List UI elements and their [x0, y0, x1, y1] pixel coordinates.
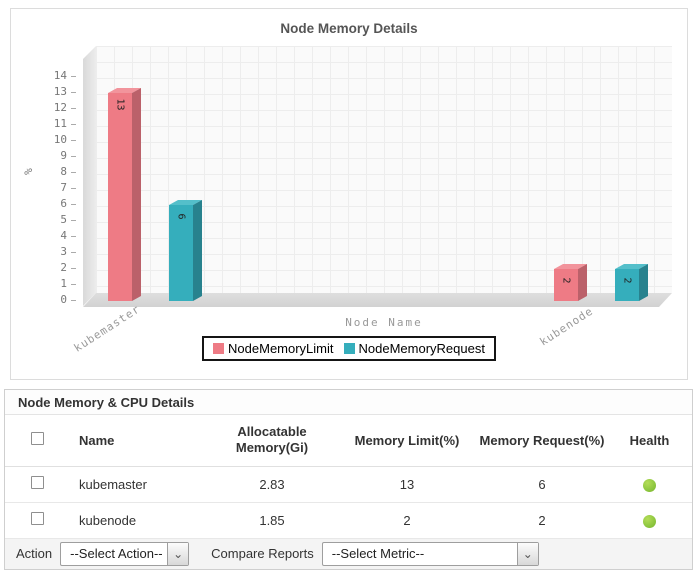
y-axis-label: %: [21, 168, 35, 175]
table-row-kubenode: kubenode 1.85 2 2: [5, 502, 692, 539]
row-checkbox[interactable]: [30, 476, 44, 489]
health-status-dot: [643, 514, 656, 528]
chart-3d-left-wall: [83, 46, 96, 306]
cell-memory-limit: 13: [337, 466, 477, 503]
table-footer-toolbar: Action --Select Action-- ⌄ Compare Repor…: [5, 538, 692, 569]
chart-3d-floor: [83, 293, 672, 307]
y-tick: 8: [39, 165, 76, 179]
chart-legend: NodeMemoryLimit NodeMemoryRequest: [202, 336, 496, 361]
bar-kubenode-memory-request[interactable]: 2: [615, 269, 639, 301]
bar-value-label: 2: [621, 277, 633, 284]
bar-kubenode-memory-limit[interactable]: 2: [554, 269, 578, 301]
y-tick: 5: [39, 213, 76, 227]
compare-metric-select[interactable]: --Select Metric-- ⌄: [321, 541, 539, 566]
bar-value-label: 6: [175, 213, 187, 220]
column-header-memory-limit: Memory Limit(%): [337, 415, 477, 467]
y-tick: 9: [39, 149, 76, 163]
cell-name: kubenode: [57, 502, 207, 539]
compare-metric-select-value: --Select Metric--: [331, 546, 425, 561]
table-row-kubemaster: kubemaster 2.83 13 6: [5, 466, 692, 503]
action-select-value: --Select Action--: [70, 546, 163, 561]
column-header-health: Health: [607, 415, 692, 467]
column-header-name: Name: [57, 415, 207, 467]
health-status-dot: [643, 478, 656, 492]
column-header-memory-request: Memory Request(%): [477, 415, 607, 467]
y-tick: 4: [39, 229, 76, 243]
y-tick: 1: [39, 277, 76, 291]
legend-swatch-red: [213, 343, 225, 354]
table-panel-title: Node Memory & CPU Details: [5, 390, 692, 415]
chevron-down-icon[interactable]: ⌄: [167, 542, 189, 565]
y-tick: 13: [39, 85, 76, 99]
cell-memory-request: 2: [477, 502, 607, 539]
chevron-down-icon[interactable]: ⌄: [516, 542, 538, 565]
select-all-checkbox[interactable]: [30, 432, 44, 446]
compare-reports-label: Compare Reports: [211, 546, 314, 561]
bar-kubemaster-memory-request[interactable]: 6: [169, 205, 193, 301]
y-tick: 14: [39, 69, 76, 83]
cell-memory-request: 6: [477, 466, 607, 503]
bar-value-label: 13: [114, 98, 126, 111]
y-tick: 2: [39, 261, 76, 275]
y-tick: 0: [39, 293, 76, 307]
y-tick: 3: [39, 245, 76, 259]
y-tick: 11: [39, 117, 76, 131]
chart-title: Node Memory Details: [280, 21, 418, 36]
legend-label: NodeMemoryLimit: [228, 341, 334, 356]
bar-value-label: 2: [560, 277, 572, 284]
y-tick: 7: [39, 181, 76, 195]
cell-allocatable-memory: 2.83: [207, 466, 337, 503]
legend-item-memory-request[interactable]: NodeMemoryRequest: [343, 341, 485, 356]
action-label: Action: [16, 546, 53, 561]
cell-allocatable-memory: 1.85: [207, 502, 337, 539]
node-memory-cpu-table-panel: Node Memory & CPU Details Name Allocatab…: [4, 389, 693, 570]
node-memory-chart-panel: Node Memory Details % 0 1 2 3 4 5 6 7 8 …: [10, 8, 688, 380]
column-header-allocatable-memory: Allocatable Memory(Gi): [207, 415, 337, 467]
action-select[interactable]: --Select Action-- ⌄: [60, 541, 190, 566]
node-memory-bar-chart: % 0 1 2 3 4 5 6 7 8 9 10 11 12 13 14 13 …: [11, 9, 687, 379]
legend-swatch-teal: [343, 343, 355, 354]
nodes-table: Name Allocatable Memory(Gi) Memory Limit…: [5, 415, 692, 539]
row-checkbox[interactable]: [30, 512, 44, 525]
y-tick: 12: [39, 101, 76, 115]
y-tick: 10: [39, 133, 76, 147]
x-axis-label: Node Name: [345, 316, 423, 329]
cell-name: kubemaster: [57, 466, 207, 503]
y-tick: 6: [39, 197, 76, 211]
bar-kubemaster-memory-limit[interactable]: 13: [108, 93, 132, 301]
legend-item-memory-limit[interactable]: NodeMemoryLimit: [213, 341, 334, 356]
cell-memory-limit: 2: [337, 502, 477, 539]
table-header-row: Name Allocatable Memory(Gi) Memory Limit…: [5, 415, 692, 467]
legend-label: NodeMemoryRequest: [358, 341, 485, 356]
